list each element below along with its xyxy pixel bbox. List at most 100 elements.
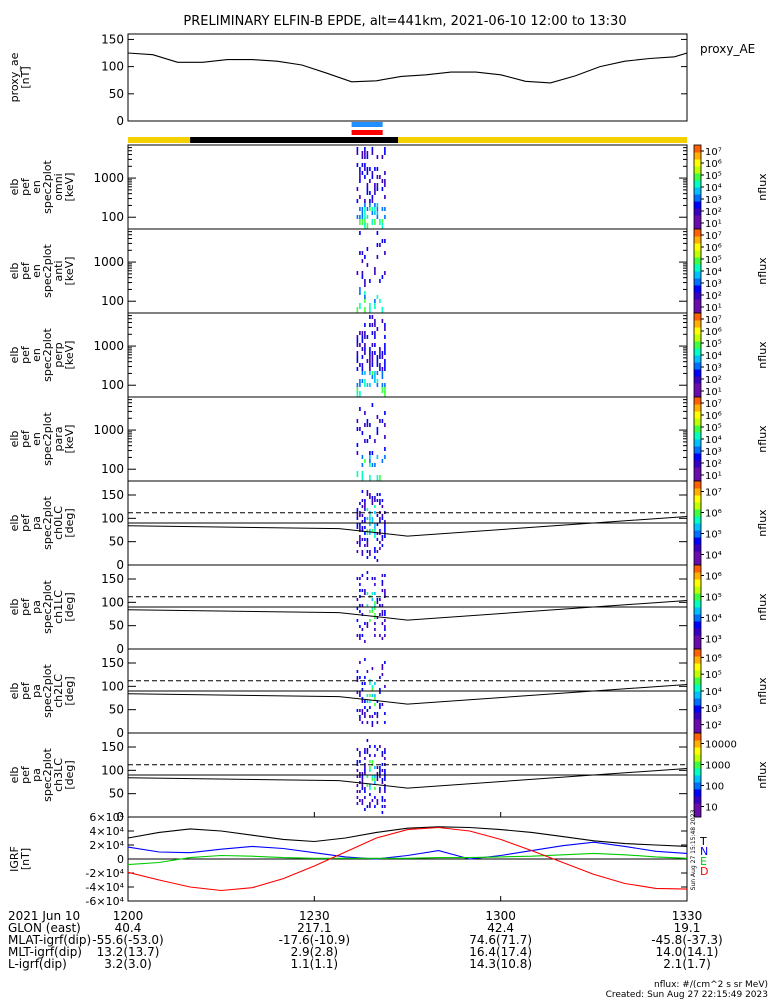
spec-cell <box>364 155 366 159</box>
colorbar-cell <box>694 203 701 206</box>
y-axis-label-line: pa <box>30 516 43 530</box>
spec-cell <box>356 784 359 787</box>
spec-cell <box>371 331 374 335</box>
colorbar-cell <box>694 642 701 644</box>
spec-cell <box>356 598 359 601</box>
spec-cell <box>379 769 381 772</box>
colorbar-cell <box>694 664 701 667</box>
spec-cell <box>364 712 366 715</box>
spec-cell <box>371 715 374 718</box>
spec-cell <box>376 538 379 541</box>
colorbar-frame <box>693 732 702 818</box>
colorbar-cell <box>694 443 701 446</box>
spec-cell <box>376 359 379 363</box>
spec-cell <box>364 307 366 313</box>
spec-cell <box>369 802 371 805</box>
spec-cell <box>366 556 369 559</box>
colorbar-cell <box>694 229 701 231</box>
spec-cell <box>376 175 379 179</box>
spec-cell <box>366 544 369 547</box>
colorbar-cell <box>694 314 701 317</box>
spec-cell <box>356 802 359 805</box>
footer-value: 1.1(1.1) <box>291 957 339 971</box>
y-axis-label-line: pef <box>19 177 32 196</box>
colorbar-cell <box>694 783 701 786</box>
colorbar-cell <box>694 362 701 364</box>
y-tick-label: 0 <box>116 642 124 656</box>
colorbar-cell <box>694 724 701 727</box>
colorbar-cell <box>694 419 701 422</box>
spec-cell <box>379 541 381 544</box>
colorbar-label: nflux <box>756 425 769 453</box>
spec-cell <box>356 550 359 553</box>
spec-cell <box>379 790 381 793</box>
science-bar-blue <box>351 122 383 127</box>
spec-cell <box>374 303 376 309</box>
colorbar-cell <box>694 706 701 709</box>
colorbar-tick-label: 10⁷ <box>705 315 722 326</box>
spec-cell <box>359 772 361 775</box>
colorbar-tick-label: 10⁶ <box>705 411 722 422</box>
footer-value: 3.2(3.0) <box>104 957 152 971</box>
colorbar-cell <box>694 772 701 775</box>
spec-cell <box>366 191 369 195</box>
colorbar-cell <box>694 693 701 696</box>
colorbar-tick-label: 10⁶ <box>705 327 722 338</box>
side-stamp: Sun Aug 27 15:15:48 2023 <box>690 810 697 891</box>
spec-cell <box>361 526 364 529</box>
spec-cell <box>364 538 366 541</box>
colorbar-cell <box>694 395 701 398</box>
colorbar-cell <box>694 369 701 371</box>
spec-cell <box>369 517 371 520</box>
colorbar-cell <box>694 289 701 292</box>
colorbar-cell <box>694 233 701 236</box>
colorbar-cell <box>694 644 701 647</box>
colorbar-cell <box>694 174 701 177</box>
y-tick-label: 100 <box>101 511 124 525</box>
spec-cell <box>381 751 384 754</box>
spec-cell <box>379 604 381 607</box>
spec-cell <box>356 367 359 371</box>
colorbar-cell <box>694 363 701 366</box>
spec-cell <box>361 613 364 616</box>
spec-cell <box>384 251 386 255</box>
colorbar-cell <box>694 405 701 408</box>
spec-cell <box>376 231 379 235</box>
colorbar-cell <box>694 173 701 175</box>
spec-cell <box>364 151 366 155</box>
spec-cell <box>361 471 364 477</box>
legend-E: E <box>700 855 707 868</box>
colorbar-cell <box>694 653 701 656</box>
spec-cell <box>369 745 371 748</box>
spec-cell <box>364 508 366 511</box>
spec-cell <box>376 799 379 802</box>
y-axis-label-line: elb <box>8 515 21 532</box>
colorbar-cell <box>694 357 701 360</box>
y-axis-label-line: ch2LC <box>52 674 65 708</box>
spec-cell <box>384 447 386 451</box>
spec-cell <box>384 574 386 577</box>
colorbar-cell <box>694 367 701 370</box>
colorbar-cell <box>694 525 701 528</box>
spec-cell <box>366 247 369 251</box>
colorbar-cell <box>694 271 701 273</box>
spec-cell <box>379 703 381 706</box>
spec-cell <box>361 787 364 790</box>
colorbar-cell <box>694 182 701 185</box>
spec-cell <box>361 347 364 351</box>
colorbar-tick-label: 10⁵ <box>705 339 722 350</box>
spec-cell <box>364 526 366 529</box>
colorbar-cell <box>694 259 701 262</box>
colorbar-cell <box>694 726 701 728</box>
spec-cell <box>369 805 371 808</box>
colorbar-cell <box>694 371 701 374</box>
colorbar-cell <box>694 269 701 272</box>
y-tick-label: 0 <box>116 810 124 824</box>
colorbar-cell <box>694 320 701 322</box>
colorbar-cell <box>694 658 701 661</box>
footer-value: 1200 <box>113 909 144 923</box>
colorbar-cell <box>694 408 701 411</box>
colorbar-cell <box>694 156 701 159</box>
spec-cell <box>376 766 379 769</box>
colorbar-cell <box>694 171 701 174</box>
